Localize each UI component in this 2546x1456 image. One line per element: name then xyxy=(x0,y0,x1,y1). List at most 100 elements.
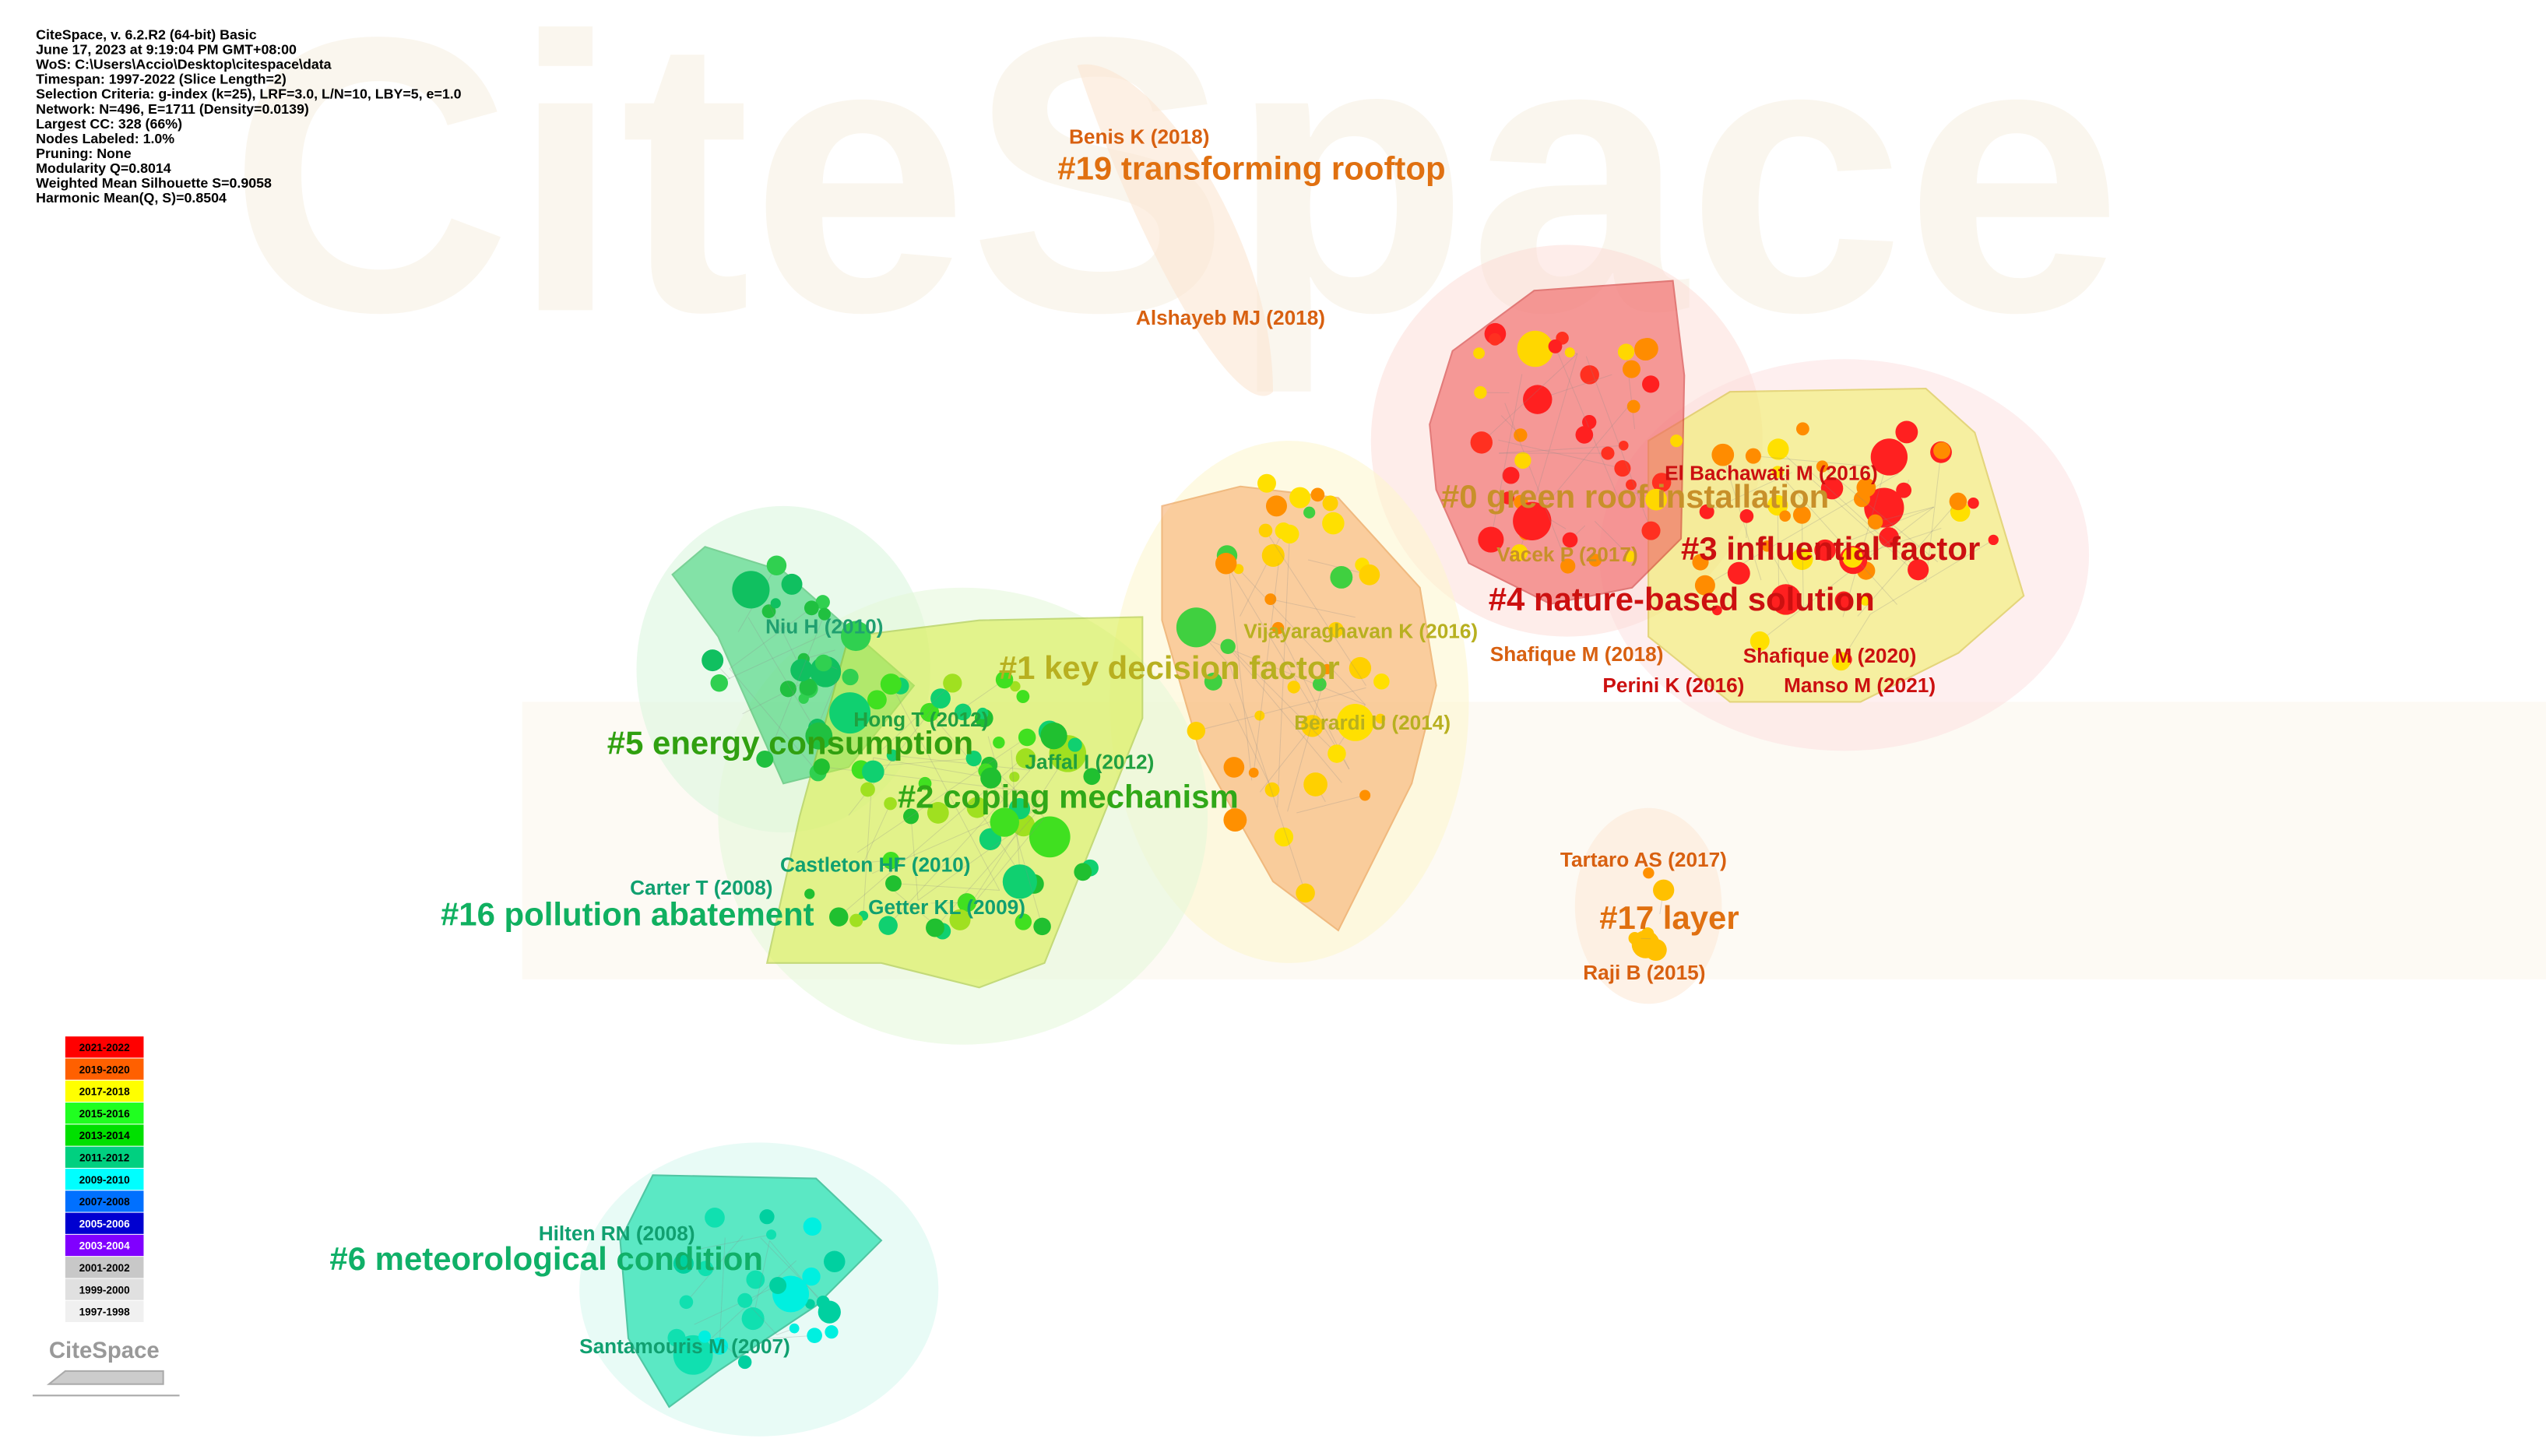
node xyxy=(1310,487,1325,502)
edge xyxy=(1531,405,1630,522)
edge xyxy=(752,1240,770,1319)
node xyxy=(1814,539,1836,561)
node xyxy=(804,888,815,899)
node xyxy=(1258,523,1273,538)
node xyxy=(1514,452,1531,470)
halo xyxy=(1077,64,1273,396)
node xyxy=(1215,553,1237,575)
node xyxy=(1670,434,1683,448)
edge xyxy=(865,758,974,768)
edge xyxy=(1499,445,1624,454)
node-label: Shafique M (2018) xyxy=(1490,642,1664,666)
cluster-label: #0 green roof installation xyxy=(1441,478,1829,515)
node xyxy=(1015,913,1032,930)
edge xyxy=(768,603,803,670)
node xyxy=(1280,524,1299,543)
edge xyxy=(934,679,1005,730)
node xyxy=(1265,495,1288,517)
node xyxy=(1513,501,1552,540)
node xyxy=(818,607,831,621)
legend-label: 2009-2010 xyxy=(79,1174,131,1186)
edge xyxy=(729,668,819,773)
node xyxy=(813,758,830,775)
node-label: Vacek P (2017) xyxy=(1496,543,1638,566)
node xyxy=(1223,808,1247,832)
edge xyxy=(1227,557,1253,781)
node xyxy=(884,797,897,811)
node-label: Niu H (2010) xyxy=(765,614,883,638)
node xyxy=(816,1295,830,1309)
node xyxy=(926,918,944,937)
node xyxy=(1548,339,1563,353)
node xyxy=(1988,534,1999,546)
cluster-label: #16 pollution abatement xyxy=(441,896,814,933)
edge xyxy=(1504,403,1569,567)
node xyxy=(903,808,920,825)
node xyxy=(1949,492,1968,511)
edge xyxy=(744,1299,778,1335)
edge xyxy=(1231,649,1338,754)
edge xyxy=(701,1234,772,1250)
node xyxy=(1968,497,1979,509)
node xyxy=(1870,438,1908,476)
node xyxy=(1767,494,1788,516)
edge xyxy=(934,804,1044,928)
node xyxy=(1489,332,1501,346)
edge xyxy=(1852,528,1942,558)
node xyxy=(829,907,849,927)
edge xyxy=(1801,515,1804,610)
edge xyxy=(856,737,1028,853)
node xyxy=(1692,554,1709,571)
edge xyxy=(1875,506,1934,522)
legend-label: 2011-2012 xyxy=(79,1152,130,1164)
edge xyxy=(1277,533,1290,807)
node xyxy=(1359,790,1371,801)
node xyxy=(789,1323,800,1334)
edge xyxy=(1270,599,1356,618)
node xyxy=(667,1328,686,1347)
legend-swatch xyxy=(65,1036,144,1058)
node xyxy=(1264,593,1277,606)
node xyxy=(930,688,951,709)
node xyxy=(1296,883,1315,903)
node xyxy=(1322,495,1338,512)
node xyxy=(805,1299,815,1309)
node-label: Vijayaraghavan K (2016) xyxy=(1243,620,1478,643)
legend-label: 2015-2016 xyxy=(79,1108,131,1120)
legend-label: 1999-2000 xyxy=(79,1284,131,1296)
edge xyxy=(1857,501,1959,617)
node xyxy=(1287,681,1300,694)
cluster-label: #1 key decision factor xyxy=(999,649,1340,686)
node-label: Perini K (2016) xyxy=(1602,673,1744,697)
legend-label: 1997-1998 xyxy=(79,1307,131,1318)
node xyxy=(756,750,774,768)
edge xyxy=(910,816,919,901)
node xyxy=(1645,488,1668,511)
node xyxy=(1642,375,1660,393)
node xyxy=(995,670,1014,689)
node xyxy=(759,1209,775,1225)
legend-swatch xyxy=(65,1103,144,1124)
node-label: El Bachawati M (2016) xyxy=(1665,461,1878,484)
node-label: Castleton HF (2010) xyxy=(780,853,970,876)
node xyxy=(1771,466,1784,478)
edge xyxy=(1296,795,1366,814)
node xyxy=(1321,663,1332,675)
node xyxy=(1330,566,1353,589)
node xyxy=(1933,441,1951,459)
edge xyxy=(863,803,891,863)
node xyxy=(878,916,898,935)
edge xyxy=(1265,530,1366,686)
node xyxy=(737,1292,753,1308)
node xyxy=(1694,575,1715,596)
node xyxy=(1614,460,1631,477)
node xyxy=(1588,554,1602,567)
node xyxy=(1502,466,1520,484)
node xyxy=(679,1295,694,1310)
node xyxy=(1795,422,1809,436)
node xyxy=(957,893,977,913)
cluster-label: #6 meteorological condition xyxy=(329,1240,763,1277)
labels: CiteSpace, v. 6.2.R2 (64-bit) BasicJune … xyxy=(36,26,1980,1357)
node xyxy=(1470,431,1493,454)
node xyxy=(769,1277,787,1294)
